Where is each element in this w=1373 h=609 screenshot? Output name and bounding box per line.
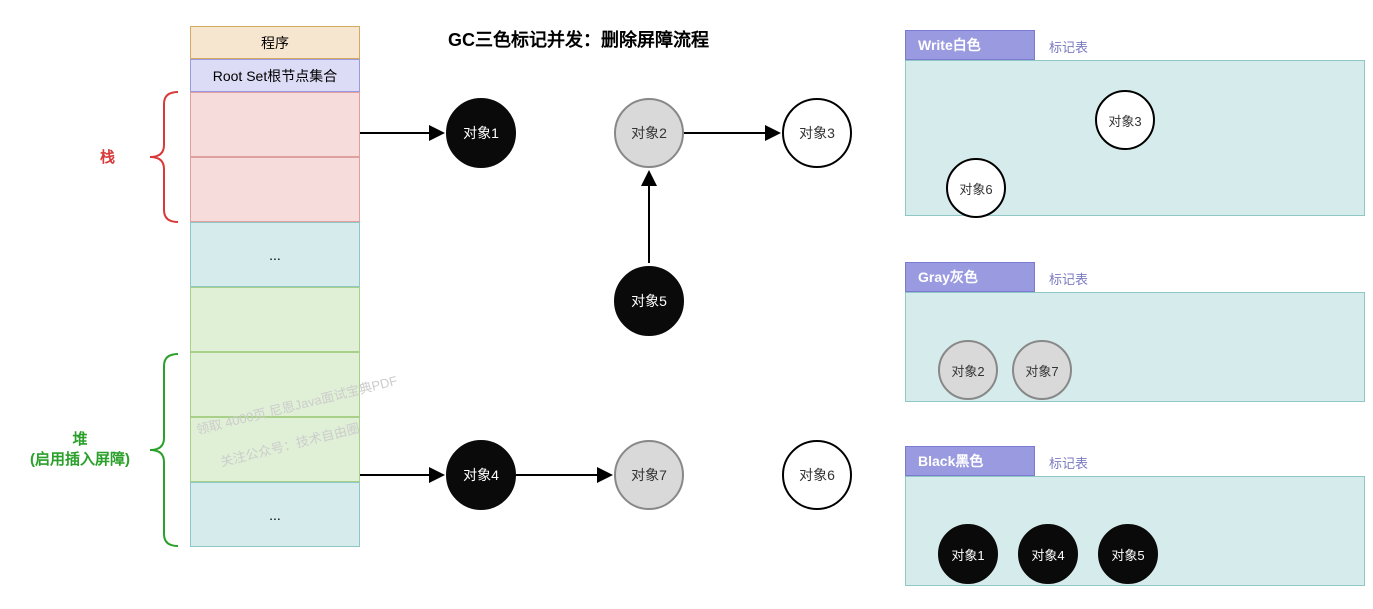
panel-item-node: 对象5 — [1098, 524, 1158, 584]
panel-item-node: 对象4 — [1018, 524, 1078, 584]
object-node-obj6: 对象6 — [782, 440, 852, 510]
panel-item-node: 对象3 — [1095, 90, 1155, 150]
object-node-obj5: 对象5 — [614, 266, 684, 336]
panel-item-node: 对象7 — [1012, 340, 1072, 400]
panel-tab: Write白色 — [905, 30, 1035, 60]
panel-sub-label: 标记表 — [1049, 269, 1088, 288]
object-node-obj7: 对象7 — [614, 440, 684, 510]
object-node-obj3: 对象3 — [782, 98, 852, 168]
panel-sub-label: 标记表 — [1049, 37, 1088, 56]
panel-item-node: 对象2 — [938, 340, 998, 400]
object-node-obj1: 对象1 — [446, 98, 516, 168]
object-node-obj2: 对象2 — [614, 98, 684, 168]
panel-item-node: 对象6 — [946, 158, 1006, 218]
panel-tab: Black黑色 — [905, 446, 1035, 476]
panel-sub-label: 标记表 — [1049, 453, 1088, 472]
panel-tab: Gray灰色 — [905, 262, 1035, 292]
panel-item-node: 对象1 — [938, 524, 998, 584]
object-node-obj4: 对象4 — [446, 440, 516, 510]
